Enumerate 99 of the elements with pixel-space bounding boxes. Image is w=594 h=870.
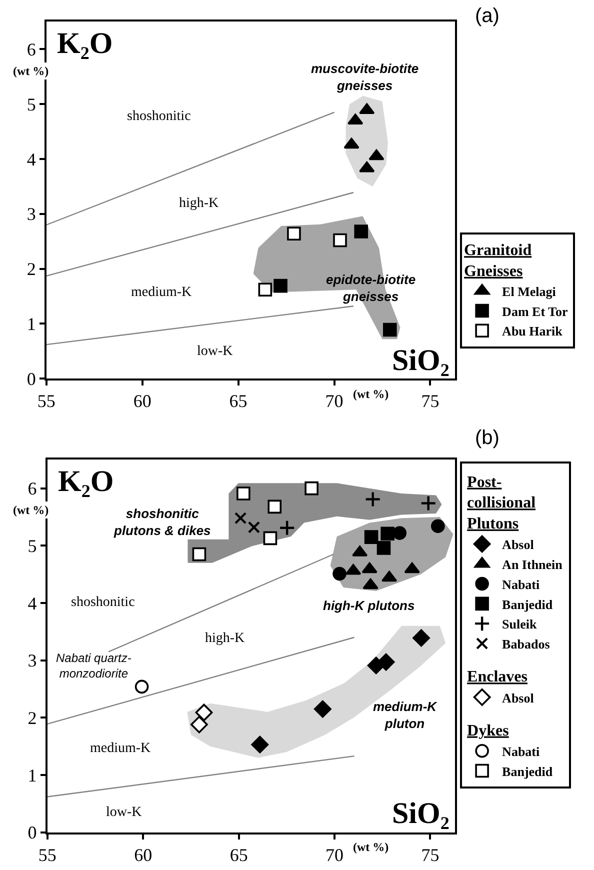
point xyxy=(376,541,391,555)
annotation: medium-K xyxy=(131,285,192,300)
x-tick-label: 60 xyxy=(134,844,152,865)
point xyxy=(192,547,206,562)
text: Enclaves xyxy=(467,668,528,686)
point xyxy=(359,103,375,114)
annotation: epidote-biotite gneisses xyxy=(326,272,416,304)
legend-label: Abu Harik xyxy=(502,324,564,339)
legend-label: Banjedid xyxy=(502,596,554,612)
y-tick-label: 0 xyxy=(26,368,36,389)
legend-label: Absol xyxy=(502,537,534,552)
annotation: shoshonitic xyxy=(127,109,191,124)
annotation: shoshonitic plutons & dikes xyxy=(113,506,211,538)
point xyxy=(190,716,208,734)
legend-label: Dam Et Tor xyxy=(502,304,568,319)
x-tick-label: 60 xyxy=(133,391,152,412)
annotation: (wt %) xyxy=(13,64,49,78)
y-axis-title: K₂O xyxy=(58,465,114,498)
y-tick-label: 2 xyxy=(28,708,37,728)
legend-label: Nabati xyxy=(502,744,540,759)
annotation: low-K xyxy=(197,344,233,359)
legend-label: An Ithnein xyxy=(502,556,564,572)
point xyxy=(431,519,445,534)
text: (wt %) xyxy=(353,840,389,854)
point xyxy=(263,531,278,546)
y-axis-title: K₂O xyxy=(57,27,113,60)
y-tick-label: 6 xyxy=(28,478,37,499)
x-tick-label: 65 xyxy=(230,844,248,865)
x-tick-label: 70 xyxy=(325,391,344,412)
annotation: medium-K xyxy=(90,741,151,756)
x-tick-label: 55 xyxy=(37,391,56,412)
point xyxy=(287,226,301,241)
x-tick-label: 55 xyxy=(38,844,56,865)
point xyxy=(268,500,282,514)
legend-label: Banjedid xyxy=(502,764,554,779)
point xyxy=(234,512,247,524)
y-tick-label: 4 xyxy=(28,593,37,614)
text: (a) xyxy=(475,5,500,27)
annotation: Nabati quartz-monzodiorite xyxy=(56,651,132,681)
legend-label: Absol xyxy=(502,690,534,706)
point xyxy=(332,566,346,581)
point xyxy=(251,736,269,754)
y-tick-label: 1 xyxy=(26,314,36,334)
x-tick-label: 75 xyxy=(421,844,440,865)
text: (wt %) xyxy=(353,387,389,401)
text: Dykes xyxy=(467,722,509,740)
point xyxy=(380,526,394,541)
x-tick-label: 65 xyxy=(229,391,248,412)
point xyxy=(304,481,318,496)
annotation: high-K plutons xyxy=(323,598,415,613)
y-tick-label: 5 xyxy=(28,536,37,556)
point xyxy=(314,700,332,718)
annotation: shoshonitic xyxy=(71,595,135,610)
point xyxy=(362,562,378,574)
annotation: medium-K pluton xyxy=(373,699,438,731)
legend-label: Babados xyxy=(502,636,550,652)
legend-title: Granitoid Gneisses xyxy=(464,242,532,280)
point xyxy=(195,704,213,722)
annotation: low-K xyxy=(106,805,142,820)
point xyxy=(368,149,384,160)
y-tick-label: 1 xyxy=(28,765,37,786)
x-tick-label: 70 xyxy=(326,844,344,865)
point xyxy=(362,578,378,590)
annotation: high-K xyxy=(179,196,219,211)
point xyxy=(278,520,296,536)
annotation: muscovite-biotite gneisses xyxy=(311,61,419,93)
point xyxy=(333,233,347,248)
legend-label: El Melagi xyxy=(502,284,556,299)
legend-label: Suleik xyxy=(502,616,538,632)
point xyxy=(392,526,407,540)
point xyxy=(359,161,375,172)
text: (b) xyxy=(475,427,500,449)
annotation: high-K xyxy=(205,631,245,646)
y-tick-label: 5 xyxy=(26,94,36,114)
legend-label: Nabati xyxy=(502,576,540,592)
point xyxy=(258,282,272,297)
y-tick-label: 3 xyxy=(28,650,37,671)
x-axis-title: SiO₂ xyxy=(392,797,450,830)
y-tick-label: 4 xyxy=(26,149,36,170)
point xyxy=(354,224,368,238)
point xyxy=(344,138,360,149)
y-tick-label: 6 xyxy=(26,39,36,60)
annotation: (wt %) xyxy=(13,503,49,517)
x-axis-title: SiO₂ xyxy=(392,344,450,377)
point xyxy=(404,562,420,574)
point xyxy=(382,322,397,337)
point xyxy=(364,491,381,508)
point xyxy=(236,486,250,500)
point xyxy=(274,278,288,293)
y-tick-label: 0 xyxy=(28,822,37,843)
point xyxy=(420,495,436,512)
point xyxy=(364,530,378,544)
y-tick-label: 3 xyxy=(26,204,36,224)
point xyxy=(377,653,395,671)
point xyxy=(248,521,260,534)
x-tick-label: 75 xyxy=(421,391,440,412)
legend-title: Post-collisional Plutons xyxy=(467,474,536,532)
point xyxy=(412,629,430,647)
y-tick-label: 2 xyxy=(26,259,36,280)
